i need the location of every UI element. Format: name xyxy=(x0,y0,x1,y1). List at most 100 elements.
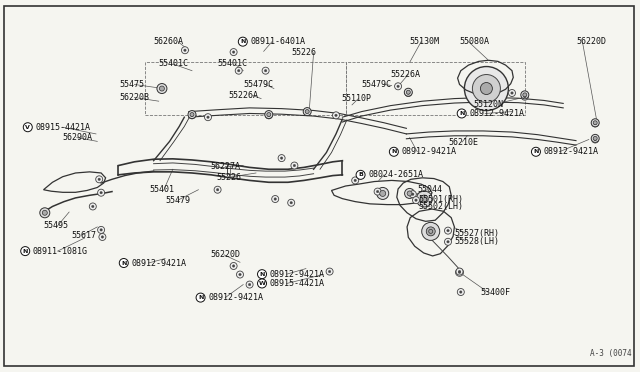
Circle shape xyxy=(216,189,219,191)
Text: 08024-2651A: 08024-2651A xyxy=(368,170,423,179)
Circle shape xyxy=(412,193,414,195)
Text: 55495: 55495 xyxy=(44,221,68,230)
Circle shape xyxy=(272,196,278,202)
Circle shape xyxy=(410,191,416,198)
Circle shape xyxy=(593,137,597,140)
Text: 55479: 55479 xyxy=(165,196,190,205)
Text: 56220B: 56220B xyxy=(120,93,150,102)
Circle shape xyxy=(100,192,102,194)
Circle shape xyxy=(101,236,104,238)
Circle shape xyxy=(184,49,186,51)
Circle shape xyxy=(389,147,398,156)
Circle shape xyxy=(511,92,513,94)
Text: 55080A: 55080A xyxy=(460,37,490,46)
Text: V: V xyxy=(26,125,30,130)
Circle shape xyxy=(239,273,241,276)
Circle shape xyxy=(404,189,415,198)
Text: 53400F: 53400F xyxy=(480,288,510,296)
Circle shape xyxy=(42,210,47,215)
Circle shape xyxy=(236,67,242,74)
Circle shape xyxy=(326,268,333,275)
Circle shape xyxy=(98,189,104,196)
Circle shape xyxy=(237,70,240,72)
Circle shape xyxy=(407,92,410,94)
Text: 08915-4421A: 08915-4421A xyxy=(35,123,90,132)
Circle shape xyxy=(458,270,461,273)
Text: 55401C: 55401C xyxy=(159,60,189,68)
Circle shape xyxy=(274,198,276,200)
Circle shape xyxy=(522,93,528,100)
Text: 55617: 55617 xyxy=(72,231,97,240)
Circle shape xyxy=(278,155,285,161)
Text: 55479C: 55479C xyxy=(362,80,392,89)
Circle shape xyxy=(420,195,428,203)
Circle shape xyxy=(591,119,599,127)
Text: 55044: 55044 xyxy=(417,185,442,194)
Circle shape xyxy=(354,179,356,182)
Circle shape xyxy=(352,177,358,184)
Circle shape xyxy=(405,90,412,96)
Circle shape xyxy=(291,162,298,169)
Circle shape xyxy=(304,108,310,115)
Text: 55226: 55226 xyxy=(291,48,316,57)
Circle shape xyxy=(328,270,331,273)
Circle shape xyxy=(415,199,417,201)
Circle shape xyxy=(509,90,515,96)
Circle shape xyxy=(303,108,311,116)
Circle shape xyxy=(288,199,294,206)
Circle shape xyxy=(447,230,449,232)
Circle shape xyxy=(99,234,106,240)
Circle shape xyxy=(429,230,433,233)
Circle shape xyxy=(406,90,410,94)
Circle shape xyxy=(523,93,527,97)
Text: 08915-4421A: 08915-4421A xyxy=(269,279,324,288)
Circle shape xyxy=(356,170,365,179)
Text: B: B xyxy=(358,172,363,177)
Circle shape xyxy=(458,271,461,273)
Circle shape xyxy=(290,202,292,204)
Circle shape xyxy=(447,241,449,243)
Text: 56220D: 56220D xyxy=(210,250,240,259)
Circle shape xyxy=(232,265,235,267)
Text: 55401: 55401 xyxy=(150,185,175,194)
Circle shape xyxy=(23,123,32,132)
Text: 56210E: 56210E xyxy=(448,138,478,147)
Circle shape xyxy=(159,86,164,91)
Circle shape xyxy=(591,134,599,142)
Circle shape xyxy=(246,281,253,288)
Circle shape xyxy=(264,70,267,72)
Circle shape xyxy=(521,91,529,99)
Circle shape xyxy=(230,263,237,269)
Text: 56227A: 56227A xyxy=(210,162,240,171)
Text: 08912-9421A: 08912-9421A xyxy=(543,147,598,156)
Circle shape xyxy=(380,190,386,196)
Circle shape xyxy=(188,110,196,119)
Circle shape xyxy=(191,114,193,116)
Circle shape xyxy=(422,222,440,240)
Circle shape xyxy=(237,271,243,278)
Circle shape xyxy=(293,164,296,167)
Circle shape xyxy=(472,74,500,103)
Circle shape xyxy=(417,191,433,207)
Text: 55479C: 55479C xyxy=(243,80,273,89)
Circle shape xyxy=(207,116,209,118)
Text: 56290A: 56290A xyxy=(63,133,93,142)
Circle shape xyxy=(592,136,598,143)
Circle shape xyxy=(232,51,235,53)
Text: 55401C: 55401C xyxy=(218,60,248,68)
Circle shape xyxy=(524,96,526,98)
Text: 55528(LH): 55528(LH) xyxy=(454,237,499,246)
Text: 55226A: 55226A xyxy=(228,91,259,100)
Circle shape xyxy=(257,279,266,288)
Text: 55130M: 55130M xyxy=(410,37,440,46)
Circle shape xyxy=(40,208,50,218)
Circle shape xyxy=(395,83,401,90)
Circle shape xyxy=(594,138,596,141)
Text: 55475: 55475 xyxy=(120,80,145,89)
Circle shape xyxy=(456,268,463,275)
Text: 08912-9421A: 08912-9421A xyxy=(208,293,263,302)
Circle shape xyxy=(248,283,251,286)
Text: 55226: 55226 xyxy=(216,173,241,182)
Text: 55120N: 55120N xyxy=(474,100,504,109)
Circle shape xyxy=(374,188,381,195)
